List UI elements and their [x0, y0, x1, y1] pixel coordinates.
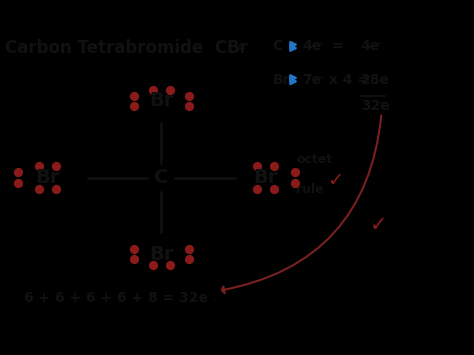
Text: octet: octet	[296, 153, 332, 166]
Point	[52, 163, 60, 169]
Text: Br: Br	[149, 91, 173, 110]
Point	[35, 186, 43, 192]
Point	[185, 93, 192, 98]
Point	[52, 186, 60, 192]
Text: ⁻: ⁻	[213, 299, 218, 308]
Point	[14, 180, 21, 186]
Point	[166, 87, 173, 93]
Text: ✓: ✓	[370, 215, 387, 235]
Text: C: C	[273, 39, 283, 53]
Text: 4e: 4e	[302, 39, 322, 53]
Point	[130, 93, 137, 98]
Text: ⁻: ⁻	[319, 41, 324, 51]
Text: ⁻: ⁻	[378, 100, 383, 110]
Text: ⁻: ⁻	[319, 75, 324, 84]
Point	[270, 186, 278, 192]
Text: ✓: ✓	[327, 171, 344, 190]
Text: ⁻: ⁻	[377, 41, 382, 51]
Point	[35, 163, 43, 169]
Text: 4e: 4e	[360, 39, 380, 53]
Text: Carbon Tetrabromide  CBr: Carbon Tetrabromide CBr	[5, 39, 247, 57]
Point	[253, 186, 261, 192]
Text: ⁻: ⁻	[378, 75, 383, 84]
Point	[253, 163, 261, 169]
Point	[130, 257, 137, 262]
Point	[149, 87, 156, 93]
Text: Br: Br	[273, 73, 290, 87]
Text: 7e: 7e	[302, 73, 321, 87]
Point	[292, 180, 299, 186]
Point	[130, 246, 137, 252]
Text: 28e: 28e	[361, 73, 390, 87]
Point	[185, 257, 192, 262]
Point	[185, 103, 192, 109]
Text: 32e: 32e	[361, 99, 390, 113]
Text: =: =	[332, 39, 344, 53]
Text: Br: Br	[35, 168, 60, 187]
Text: 6 + 6 + 6 + 6 + 8 = 32e: 6 + 6 + 6 + 6 + 8 = 32e	[24, 291, 208, 305]
Point	[166, 262, 173, 268]
Point	[14, 169, 21, 175]
Text: C: C	[154, 168, 168, 187]
Point	[130, 103, 137, 109]
Text: Br: Br	[149, 245, 173, 264]
Text: 4: 4	[236, 43, 244, 54]
Text: rule: rule	[296, 183, 324, 196]
Text: x 4 =: x 4 =	[324, 73, 369, 87]
Point	[149, 262, 156, 268]
Point	[185, 246, 192, 252]
Text: Br: Br	[253, 168, 278, 187]
Point	[292, 169, 299, 175]
Point	[270, 163, 278, 169]
